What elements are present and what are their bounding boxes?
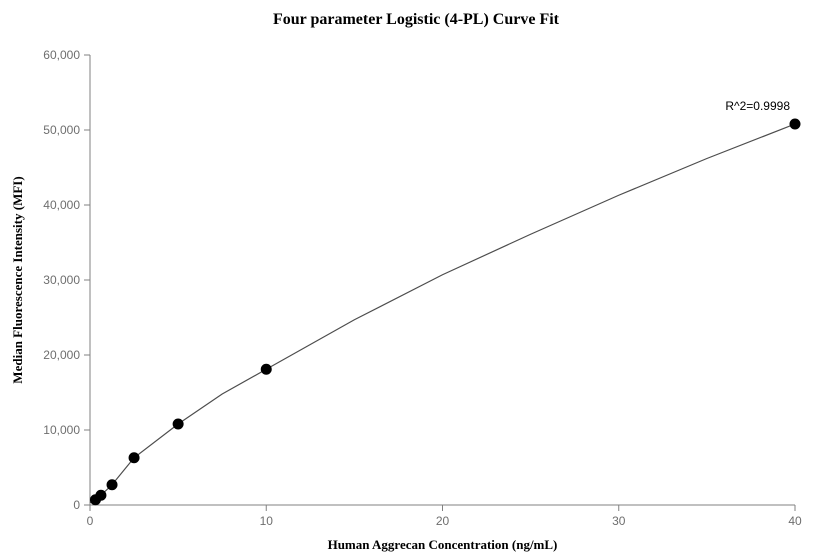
x-tick-label: 30 xyxy=(612,514,626,528)
x-tick-label: 0 xyxy=(87,514,94,528)
x-axis-label: Human Aggrecan Concentration (ng/mL) xyxy=(328,537,558,552)
chart-title: Four parameter Logistic (4-PL) Curve Fit xyxy=(273,11,560,28)
y-tick-label: 30,000 xyxy=(43,273,80,287)
data-point xyxy=(790,119,800,129)
y-tick-label: 0 xyxy=(73,498,80,512)
plot-background xyxy=(0,0,832,560)
y-tick-label: 40,000 xyxy=(43,198,80,212)
chart-svg: Four parameter Logistic (4-PL) Curve Fit… xyxy=(0,0,832,560)
x-tick-label: 20 xyxy=(436,514,450,528)
y-axis-label: Median Fluorescence Intensity (MFI) xyxy=(10,176,25,383)
x-tick-label: 40 xyxy=(788,514,802,528)
r-squared-annotation: R^2=0.9998 xyxy=(725,99,790,113)
data-point xyxy=(129,453,139,463)
y-tick-label: 60,000 xyxy=(43,48,80,62)
x-tick-label: 10 xyxy=(260,514,274,528)
data-point xyxy=(107,480,117,490)
data-point xyxy=(96,490,106,500)
data-point xyxy=(261,364,271,374)
data-point xyxy=(173,419,183,429)
chart-container: Four parameter Logistic (4-PL) Curve Fit… xyxy=(0,0,832,560)
y-tick-label: 20,000 xyxy=(43,348,80,362)
y-tick-label: 50,000 xyxy=(43,123,80,137)
y-tick-label: 10,000 xyxy=(43,423,80,437)
